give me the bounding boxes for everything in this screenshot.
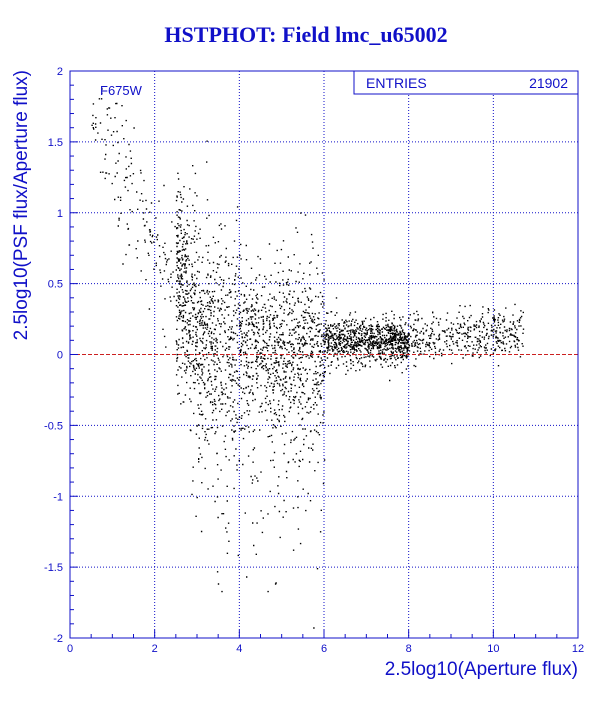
y-tick-label: 0.5 — [48, 279, 63, 291]
y-tick-label: 1 — [57, 208, 63, 220]
stats-box: ENTRIES 21902 — [354, 71, 578, 94]
x-tick-label: 2 — [152, 643, 158, 655]
stats-entries-label: ENTRIES — [366, 75, 427, 91]
y-tick-label: -2 — [53, 633, 63, 645]
x-tick-label: 8 — [406, 643, 412, 655]
scatter-points — [91, 88, 524, 629]
y-tick-label: 1.5 — [48, 137, 63, 149]
x-tick-label: 10 — [487, 643, 499, 655]
stats-entries-value: 21902 — [529, 75, 568, 91]
filter-label: F675W — [100, 83, 143, 98]
x-tick-label: 4 — [236, 643, 242, 655]
y-tick-label: -0.5 — [44, 420, 63, 432]
x-tick-label: 6 — [321, 643, 327, 655]
y-tick-label: 0 — [57, 350, 63, 362]
plot-frame — [70, 71, 578, 638]
axis-tick-labels: 0 2 4 6 8 10 12 -2 -1.5 -1 -0.5 0 0.5 1 1.5 2 — [44, 66, 584, 655]
x-tick-label: 0 — [67, 643, 73, 655]
y-tick-label: 2 — [57, 66, 63, 78]
x-axis-label: 2.5log10(Aperture flux) — [385, 659, 578, 680]
data-points — [91, 88, 524, 629]
x-tick-label: 12 — [572, 643, 584, 655]
y-tick-label: -1.5 — [44, 562, 63, 574]
y-tick-label: -1 — [53, 491, 63, 503]
y-axis-label: 2.5log10(PSF flux/Aperture flux) — [11, 70, 32, 340]
